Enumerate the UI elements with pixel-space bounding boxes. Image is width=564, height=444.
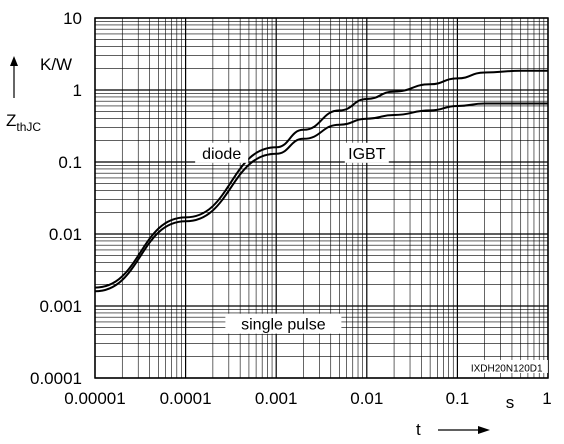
series-layer bbox=[94, 69, 548, 293]
y-axis-label-main: ZthJC bbox=[6, 111, 41, 134]
y-tick-label: 0.001 bbox=[39, 297, 82, 316]
annotation-single-pulse: single pulse bbox=[241, 317, 326, 334]
annotation-background bbox=[465, 359, 548, 373]
y-tick-labels: 0.0001 0.001 0.01 0.1 1 10 bbox=[30, 9, 82, 388]
series-line-igbt bbox=[94, 102, 548, 293]
annotation-background bbox=[195, 142, 249, 163]
x-axis-label-text: t bbox=[416, 420, 421, 439]
y-axis-unit: K/W bbox=[40, 55, 72, 74]
y-axis-arrowhead bbox=[10, 56, 18, 66]
x-tick-label: 0.01 bbox=[350, 389, 383, 408]
x-axis-unit: s bbox=[506, 393, 515, 412]
plot-frame bbox=[94, 17, 549, 379]
annotation-igbt: IGBT bbox=[348, 146, 386, 163]
annotation-diode: diode bbox=[202, 146, 241, 163]
annotation-background bbox=[344, 142, 389, 163]
x-tick-label: 0.1 bbox=[446, 389, 470, 408]
annotation-layer: diode IGBT single pulse IXDH20N120D1 bbox=[195, 142, 548, 374]
annotation-background bbox=[225, 313, 342, 334]
y-axis-label: ZthJC bbox=[6, 56, 41, 134]
x-tick-label: 0.0001 bbox=[160, 389, 212, 408]
series-line-diode bbox=[94, 69, 548, 289]
y-tick-label: 0.01 bbox=[49, 225, 82, 244]
y-tick-label: 10 bbox=[63, 9, 82, 28]
x-tick-label: 0.001 bbox=[255, 389, 298, 408]
x-axis-arrowhead bbox=[478, 426, 490, 434]
x-tick-labels: 0.00001 0.0001 0.001 0.01 0.1 1 bbox=[64, 389, 551, 408]
y-tick-label: 0.1 bbox=[58, 153, 82, 172]
annotation-ixdh20n120d1: IXDH20N120D1 bbox=[471, 363, 543, 374]
x-tick-label: 0.00001 bbox=[64, 389, 125, 408]
x-axis-label: t bbox=[416, 420, 490, 439]
y-tick-label: 1 bbox=[73, 81, 82, 100]
x-tick-label: 1 bbox=[542, 389, 551, 408]
y-tick-label: 0.0001 bbox=[30, 369, 82, 388]
